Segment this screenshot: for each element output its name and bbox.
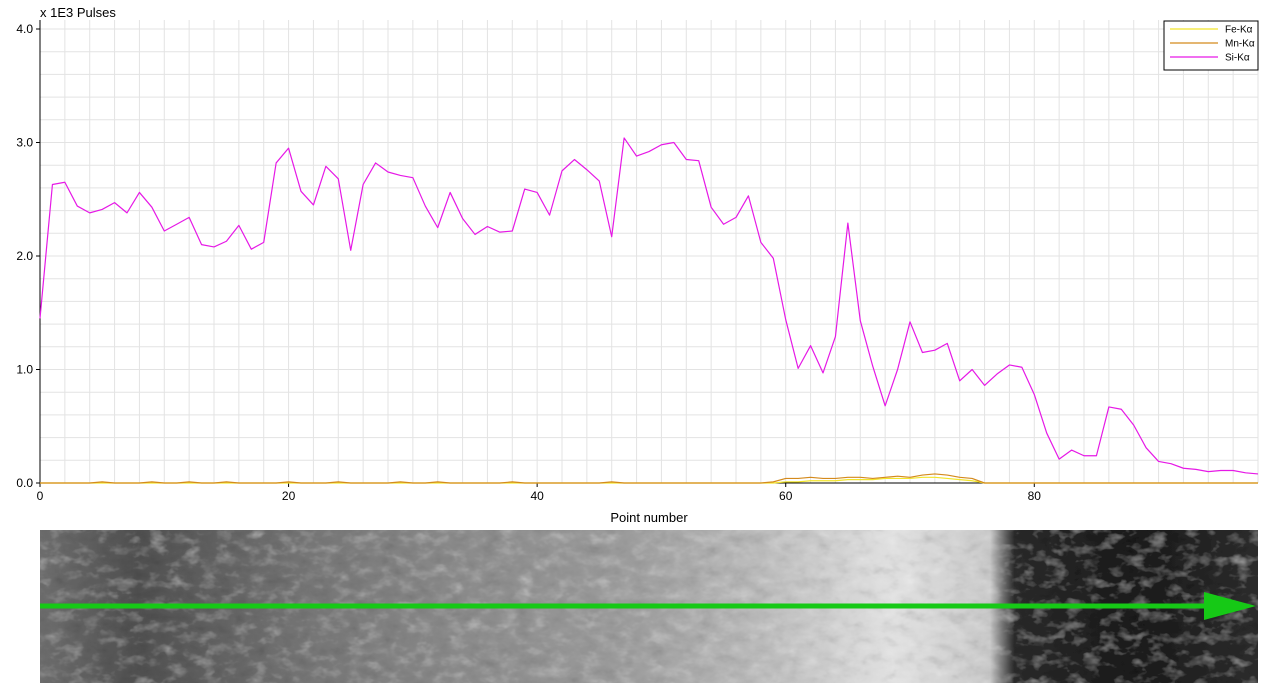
y-tick-label: 0.0	[16, 476, 33, 490]
x-tick-label: 60	[779, 489, 793, 503]
legend-label: Fe-Kα	[1225, 25, 1253, 36]
chart-legend: Fe-Kα Mn-Kα Si-Kα	[1163, 20, 1259, 71]
chart-series	[39, 137, 1259, 484]
y-axis-title: x 1E3 Pulses	[40, 5, 116, 20]
y-axis-ticks: 0.0 1.0 2.0 3.0 4.0	[16, 22, 40, 490]
y-tick-label: 2.0	[16, 249, 33, 263]
x-tick-label: 80	[1028, 489, 1042, 503]
chart-grid	[40, 20, 1259, 483]
y-tick-label: 1.0	[16, 363, 33, 377]
y-tick-label: 4.0	[16, 22, 33, 36]
series-line-mn	[40, 473, 1258, 484]
arrowhead-icon	[1204, 592, 1256, 620]
micrograph-strip	[40, 530, 1258, 683]
x-tick-label: 40	[530, 489, 544, 503]
x-tick-label: 20	[282, 489, 296, 503]
legend-label: Mn-Kα	[1225, 39, 1255, 50]
x-axis-ticks: 0 20 40 60 80	[37, 483, 1042, 503]
x-axis-title: Point number	[610, 510, 688, 525]
x-tick-label: 0	[37, 489, 44, 503]
series-line-si	[39, 137, 1259, 475]
legend-label: Si-Kα	[1225, 53, 1250, 64]
y-tick-label: 3.0	[16, 136, 33, 150]
